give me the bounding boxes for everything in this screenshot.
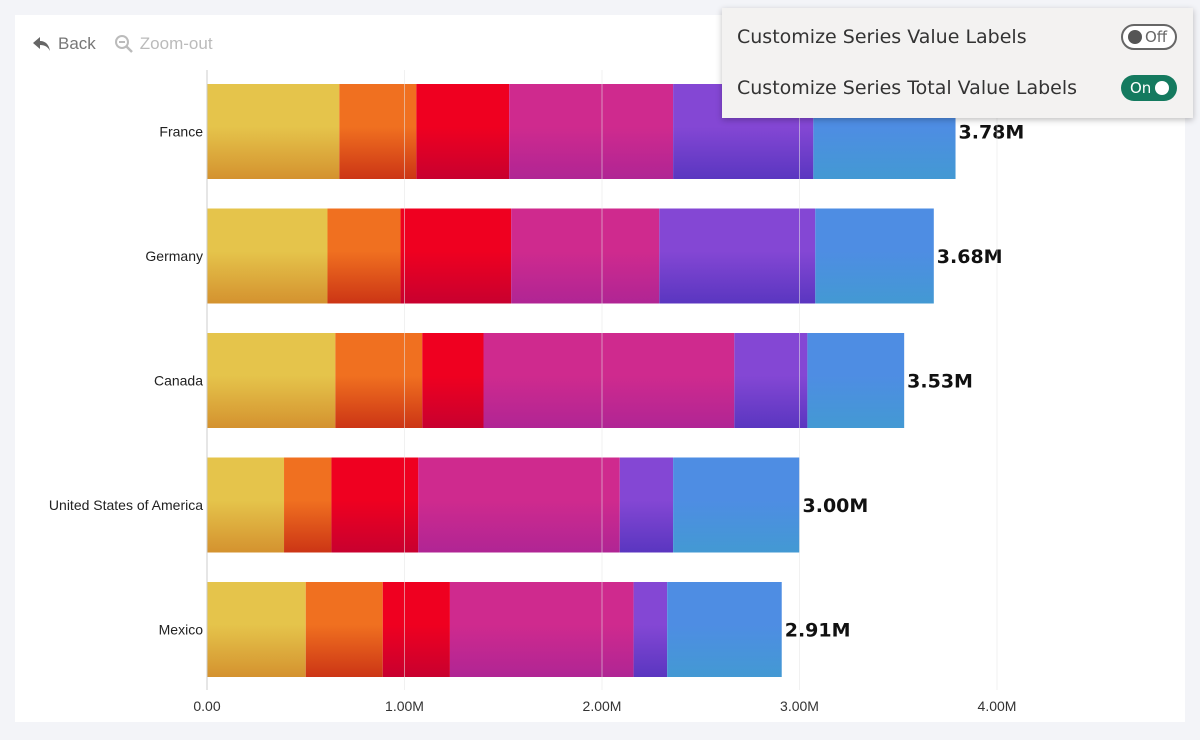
series-total-labels-row: Customize Series Total Value Labels On	[737, 75, 1177, 101]
series-total-labels-toggle[interactable]: On	[1121, 75, 1177, 101]
bar-segment[interactable]	[449, 582, 634, 677]
bar-segment[interactable]	[633, 582, 668, 677]
bar-segment[interactable]	[418, 457, 620, 553]
bar-segment[interactable]	[331, 457, 419, 553]
bar-segment[interactable]	[815, 208, 934, 304]
total-value-label: 3.78M	[959, 122, 1025, 144]
back-button[interactable]: Back	[32, 34, 96, 54]
total-value-label: 3.68M	[937, 246, 1003, 268]
series-total-labels-label: Customize Series Total Value Labels	[737, 77, 1078, 99]
series-value-labels-row: Customize Series Value Labels Off	[737, 24, 1177, 50]
bar-segment[interactable]	[382, 582, 450, 677]
toggle-knob	[1128, 30, 1142, 44]
bar-segment[interactable]	[673, 457, 800, 553]
category-label: Mexico	[159, 622, 204, 638]
chart-toolbar: Back Zoom-out	[32, 34, 213, 54]
total-value-label: 3.00M	[803, 495, 869, 517]
back-arrow-icon	[33, 37, 50, 51]
bar-segment[interactable]	[734, 333, 808, 428]
x-tick-label: 2.00M	[583, 698, 622, 714]
x-tick-label: 0.00	[193, 698, 220, 714]
bar-segment[interactable]	[339, 84, 417, 179]
bar-segment[interactable]	[327, 208, 401, 304]
bar-segment[interactable]	[335, 333, 423, 428]
x-tick-label: 4.00M	[978, 698, 1017, 714]
bar-segment[interactable]	[416, 84, 510, 179]
bar-segment[interactable]	[284, 457, 332, 553]
back-label: Back	[58, 34, 96, 53]
category-label: Germany	[145, 248, 203, 264]
total-value-label: 3.53M	[907, 371, 973, 393]
bar-segment[interactable]	[483, 333, 735, 428]
bar-segment[interactable]	[207, 457, 285, 553]
bar-segment[interactable]	[511, 208, 660, 304]
bar-segment[interactable]	[207, 84, 340, 179]
bar-segment[interactable]	[400, 208, 512, 304]
x-tick-label: 3.00M	[780, 698, 819, 714]
zoom-out-label: Zoom-out	[139, 34, 213, 53]
bar-segment[interactable]	[305, 582, 383, 677]
bar-segment[interactable]	[207, 582, 306, 677]
toggle-knob	[1155, 81, 1170, 95]
category-label: Canada	[154, 373, 203, 389]
bar-segment[interactable]	[207, 208, 328, 304]
bar-segment[interactable]	[619, 457, 674, 553]
zoom-out-button[interactable]: Zoom-out	[114, 34, 213, 54]
bar-segment[interactable]	[667, 582, 782, 677]
bar-segment[interactable]	[422, 333, 484, 428]
toggle-state: On	[1130, 79, 1152, 97]
toggle-state: Off	[1145, 28, 1168, 46]
zoom-out-icon	[114, 35, 133, 53]
series-value-labels-label: Customize Series Value Labels	[737, 26, 1027, 48]
settings-panel: Customize Series Value Labels Off Custom…	[722, 8, 1193, 118]
bar-segment[interactable]	[207, 333, 336, 428]
category-label: United States of America	[49, 497, 203, 513]
total-value-label: 2.91M	[785, 620, 851, 642]
category-label: France	[159, 124, 203, 140]
bar-segment[interactable]	[659, 208, 816, 304]
series-value-labels-toggle[interactable]: Off	[1121, 24, 1177, 50]
x-tick-label: 1.00M	[385, 698, 424, 714]
bar-segment[interactable]	[807, 333, 905, 428]
bar-segment[interactable]	[509, 84, 674, 179]
